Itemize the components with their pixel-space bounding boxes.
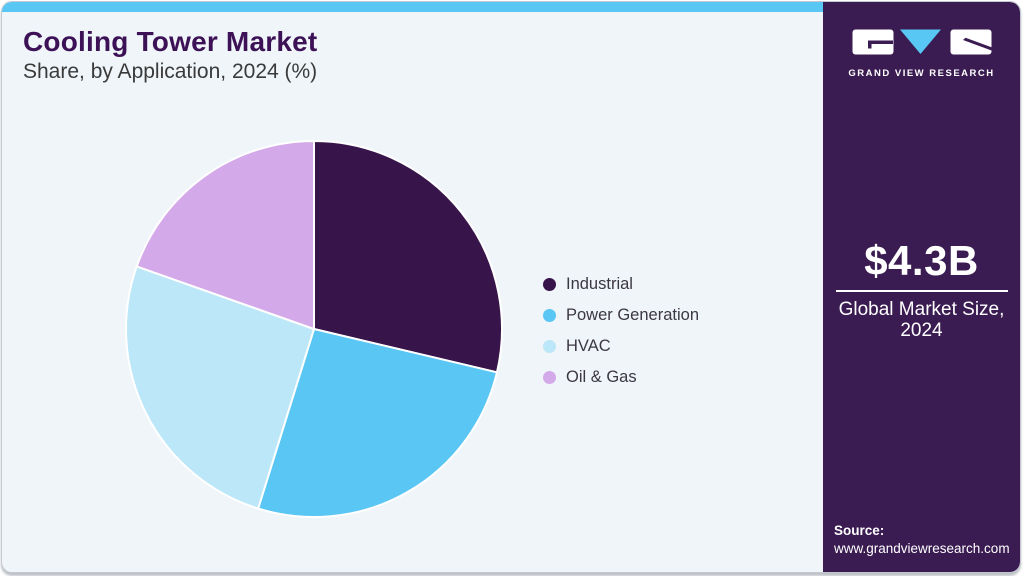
divider [835,290,1008,292]
pie-chart [123,138,505,520]
gvr-logo: GRAND VIEW RESEARCH [823,29,1020,79]
market-size-block: $4.3B Global Market Size, 2024 [823,240,1020,341]
legend-dot-icon [543,309,556,322]
sidebar: GRAND VIEW RESEARCH $4.3B Global Market … [823,2,1020,572]
source-label: Source: [834,523,885,538]
legend-label: HVAC [566,337,611,355]
page-title: Cooling Tower Market [23,26,318,57]
legend-dot-icon [543,371,556,384]
pie-slice-power-generation [256,327,499,518]
pie-chart-svg [125,139,503,518]
legend-dot-icon [543,278,556,291]
gvr-logo-icon [852,29,991,55]
legend-label: Power Generation [566,306,699,324]
legend-label: Oil & Gas [566,368,637,386]
legend-item-industrial: Industrial [543,275,699,293]
legend-item-hvac: HVAC [543,337,699,355]
legend-item-power-generation: Power Generation [543,306,699,324]
pie-slice-hvac [125,265,316,510]
brand-name: GRAND VIEW RESEARCH [848,68,995,79]
page-subtitle: Share, by Application, 2024 (%) [23,60,318,83]
legend-item-oil-gas: Oil & Gas [543,368,699,386]
top-accent-bar [2,2,825,12]
market-size-value: $4.3B [864,237,979,284]
source-url: www.grandviewresearch.com [834,541,1010,556]
market-size-label: Global Market Size, 2024 [838,299,1005,341]
pie-slice-industrial [313,139,503,374]
legend-dot-icon [543,340,556,353]
legend-label: Industrial [566,275,633,293]
pie-slice-oil-gas [135,139,315,331]
chart-legend: Industrial Power Generation HVAC Oil & G… [543,275,699,386]
source-block: Source: www.grandviewresearch.com [834,522,1010,558]
